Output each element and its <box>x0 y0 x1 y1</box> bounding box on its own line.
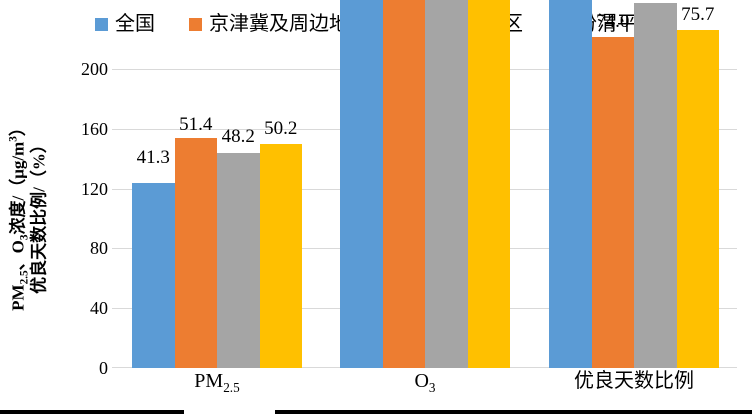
y-tick-label: 160 <box>81 118 108 139</box>
bar-wrap: 84.8 <box>549 0 592 368</box>
bar-changsanjiao-o3[interactable] <box>425 0 468 368</box>
bar-jingjinji-pm25[interactable] <box>174 138 217 368</box>
bar-value-label: 51.4 <box>179 114 213 136</box>
y-tick-label: 80 <box>90 238 108 259</box>
bar-value-label: 75.7 <box>681 3 715 25</box>
bar-quanguo-goodday[interactable] <box>549 0 592 368</box>
bar-group-good-days-ratio: 84.8 74.0 81.6 75.7 <box>549 0 719 368</box>
bar-wrap: 81.6 <box>634 3 677 368</box>
legend-item-label: 全国 <box>115 13 155 35</box>
x-label-o3: O3 <box>414 370 436 395</box>
bar-value-label: 48.2 <box>221 125 255 147</box>
x-label-good-days-ratio: 优良天数比例 <box>574 370 694 392</box>
y-axis-ticks: 200 160 120 80 40 0 <box>58 0 108 414</box>
legend-item-label: 京津冀及周边地区 <box>209 13 369 35</box>
y-axis-title-line1: PM2.5、O3浓度/（μg/m3） <box>7 119 31 311</box>
bar-wrap: 75.7 <box>676 5 719 368</box>
bar-changsanjiao-pm25[interactable] <box>217 152 260 368</box>
bar-quanguo-pm25[interactable] <box>132 183 175 368</box>
bar-value-label: 50.2 <box>264 117 298 139</box>
bar-wrap: 110 <box>467 0 510 368</box>
bar-jingjinji-goodday[interactable] <box>591 37 634 368</box>
bar-fenweipingyuan-o3[interactable] <box>467 0 510 368</box>
bar-value-label: 74.0 <box>596 11 630 33</box>
bar-wrap: 123 <box>425 0 468 368</box>
legend-swatch-icon <box>189 17 202 31</box>
y-tick-label: 0 <box>99 358 108 378</box>
plot-area: 41.3 51.4 48.2 50.2 <box>112 0 737 368</box>
y-axis-title-line2: 优良天数比例/（%） <box>29 136 48 294</box>
bottom-rule-left <box>0 410 184 414</box>
legend-item-jingjinji[interactable]: 京津冀及周边地区 <box>189 14 369 34</box>
legend-swatch-icon <box>95 17 108 31</box>
y-tick-label: 40 <box>90 298 108 319</box>
bar-value-label: 41.3 <box>136 147 170 169</box>
bar-fenweipingyuan-goodday[interactable] <box>676 29 719 368</box>
bar-wrap: 41.3 <box>132 69 175 368</box>
bar-changsanjiao-goodday[interactable] <box>634 3 677 368</box>
bar-wrap: 74.0 <box>591 12 634 368</box>
bar-fenweipingyuan-pm25[interactable] <box>259 143 302 368</box>
y-tick-label: 200 <box>81 59 108 79</box>
bar-wrap: 51.4 <box>174 69 217 368</box>
bar-jingjinji-o3[interactable] <box>382 0 425 368</box>
y-tick-label: 120 <box>81 178 108 199</box>
x-label-pm25: PM2.5 <box>194 370 240 395</box>
bottom-rule-right <box>275 410 752 414</box>
bar-wrap: 50.2 <box>259 69 302 368</box>
bar-quanguo-o3[interactable] <box>340 0 383 368</box>
bar-wrap: 48.2 <box>217 69 260 368</box>
legend-item-quanguo[interactable]: 全国 <box>95 14 155 34</box>
x-axis-labels: PM2.5 O3 优良天数比例 <box>112 371 737 401</box>
bar-wrap: 115 <box>340 0 383 368</box>
bar-wrap: 114 <box>382 0 425 368</box>
bar-group-pm25: 41.3 51.4 48.2 50.2 <box>132 69 302 368</box>
y-axis-title: PM2.5、O3浓度/（μg/m3） 优良天数比例/（%） <box>0 60 58 370</box>
bar-group-o3: 115 114 123 110 <box>340 0 510 368</box>
